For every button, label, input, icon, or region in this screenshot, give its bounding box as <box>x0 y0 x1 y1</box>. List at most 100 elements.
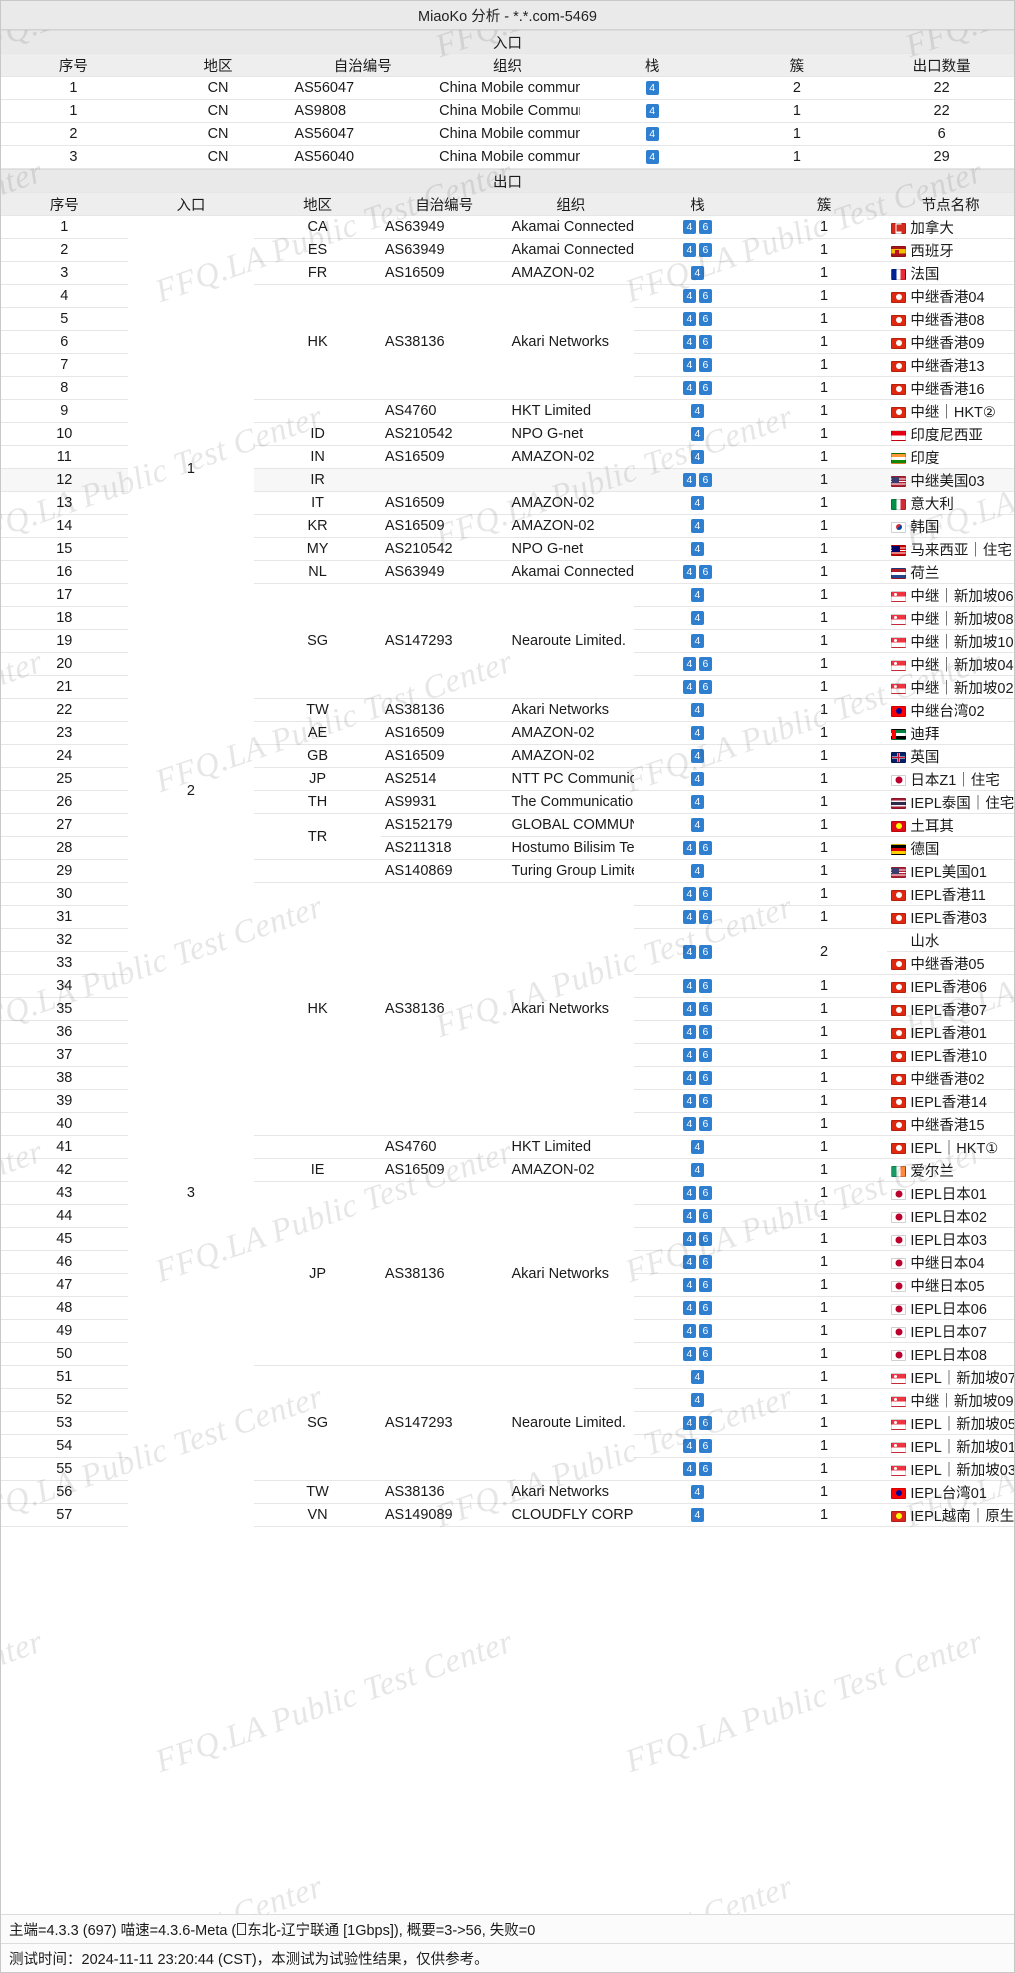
exit-cell-stack: 4 <box>634 767 761 791</box>
entry-col-header-出口数量[interactable]: 出口数量 <box>869 53 1014 77</box>
exit-cell-cluster: 1 <box>760 1181 888 1205</box>
exit-table-row[interactable]: 35 4 6 1 IEPL香港07 <box>1 997 1014 1021</box>
entry-col-header-序号[interactable]: 序号 <box>1 53 146 77</box>
exit-table-row[interactable]: 42 IE AS16509 AMAZON-02 4 1 爱尔兰 <box>1 1158 1014 1182</box>
exit-table-row[interactable]: 38 4 6 1 中继香港02 <box>1 1066 1014 1090</box>
exit-cell-region: ID <box>254 422 381 446</box>
exit-table-row[interactable]: 51 SG AS147293 Nearoute Limited. 4 1 IEPL｜新加坡0… <box>1 1365 1014 1481</box>
exit-table-row[interactable]: 50 4 6 1 IEPL日本08 <box>1 1342 1014 1366</box>
exit-table-row[interactable]: 22 TW AS38136 Akari Networks 4 1 中继台湾02 <box>1 698 1014 722</box>
entry-col-header-地区[interactable]: 地区 <box>145 53 291 77</box>
exit-table-row[interactable]: 23 2 AE AS16509 AMAZON-02 4 1 迪拜 <box>1 721 1014 799</box>
exit-table-row[interactable]: 44 4 6 1 IEPL日本02 <box>1 1204 1014 1228</box>
exit-table-row[interactable]: 33 中继香港05 <box>1 951 1014 975</box>
exit-table-row[interactable]: 36 4 6 1 IEPL香港01 <box>1 1020 1014 1044</box>
exit-table-row[interactable]: 15 MY AS210542 NPO G-net 4 1 马来西亚｜住宅 <box>1 537 1014 561</box>
exit-col-header-序号[interactable]: 序号 <box>1 192 128 216</box>
entry-col-header-自治编号[interactable]: 自治编号 <box>290 53 436 77</box>
exit-table-row[interactable]: 8 4 6 1 中继香港16 <box>1 376 1014 400</box>
exit-table-row[interactable]: 37 4 6 1 IEPL香港10 <box>1 1043 1014 1067</box>
exit-table-row[interactable]: 49 4 6 1 IEPL日本07 <box>1 1319 1014 1343</box>
exit-cell-cluster: 1 <box>760 1296 888 1320</box>
entry-cell-exit-count: 29 <box>869 145 1014 169</box>
entry-cell-asn: AS56047 <box>290 76 436 100</box>
entry-col-header-栈[interactable]: 栈 <box>579 53 725 77</box>
exit-table-row[interactable]: 19 4 1 中继｜新加坡10 <box>1 629 1014 653</box>
stack-badge-ipv6: 6 <box>698 1416 712 1430</box>
exit-cell-stack: 4 <box>634 1135 761 1159</box>
entry-col-header-簇[interactable]: 簇 <box>724 53 870 77</box>
exit-table-row[interactable]: 17 SG AS147293 Nearoute Limited. 4 1 中继｜新加坡06 <box>1 583 1014 699</box>
exit-col-header-节点名称[interactable]: 节点名称 <box>887 192 1014 216</box>
exit-cell-asn: AS16509 <box>380 491 508 515</box>
exit-table-row[interactable]: 12 IR 4 6 1 中继美国03 <box>1 468 1014 492</box>
stack-badge-ipv6: 6 <box>698 565 712 579</box>
entry-cell-region: CN <box>145 99 291 123</box>
exit-col-header-地区[interactable]: 地区 <box>254 192 381 216</box>
exit-table-row[interactable]: 10 ID AS210542 NPO G-net 4 1 印度尼西亚 <box>1 422 1014 446</box>
exit-table-row[interactable]: 46 4 6 1 中继日本04 <box>1 1250 1014 1274</box>
exit-col-header-组织[interactable]: 组织 <box>507 192 635 216</box>
exit-table-row[interactable]: 40 4 6 1 中继香港15 <box>1 1112 1014 1136</box>
exit-cell-node-name: 中继香港16 <box>887 376 1014 400</box>
exit-table-row[interactable]: 54 4 6 1 IEPL｜新加坡01 <box>1 1434 1014 1458</box>
exit-table-row[interactable]: 7 4 6 1 中继香港13 <box>1 353 1014 377</box>
exit-table-row[interactable]: 52 4 1 中继｜新加坡09 <box>1 1388 1014 1412</box>
exit-table-row[interactable]: 3 FR AS16509 AMAZON-02 4 1 法国 <box>1 261 1014 285</box>
exit-table-row[interactable]: 21 4 6 1 中继｜新加坡02 <box>1 675 1014 699</box>
exit-table-row[interactable]: 56 TW AS38136 Akari Networks 4 1 IEPL台湾01 <box>1 1480 1014 1504</box>
exit-col-header-自治编号[interactable]: 自治编号 <box>380 192 508 216</box>
exit-table-row[interactable]: 30 HK AS38136 Akari Networks 4 6 1 IEPL香港11 <box>1 882 1014 1136</box>
exit-col-header-入口[interactable]: 入口 <box>127 192 255 216</box>
exit-table-row[interactable]: 43 JP AS38136 Akari Networks 4 6 1 IEPL日本01 <box>1 1181 1014 1366</box>
entry-col-header-组织[interactable]: 组织 <box>435 53 580 77</box>
stack-badge-ipv4: 4 <box>690 634 704 648</box>
exit-table-row[interactable]: 4 HK AS38136 Akari Networks 4 6 1 中继香港04 <box>1 284 1014 400</box>
exit-table-row[interactable]: 41 AS4760 HKT Limited 4 1 IEPL｜HKT① <box>1 1135 1014 1159</box>
exit-table-row[interactable]: 29 3 AS140869 Turing Group Limited 4 1 IEPL美国0… <box>1 859 1014 1201</box>
entry-cell-org: China Mobile communications corporation <box>435 122 580 146</box>
exit-col-header-簇[interactable]: 簇 <box>760 192 888 216</box>
exit-cell-node-name: IEPL美国01 <box>887 859 1014 883</box>
flag-icon-sg <box>891 1441 907 1453</box>
exit-table-row[interactable]: 34 4 6 1 IEPL香港06 <box>1 974 1014 998</box>
exit-table-row[interactable]: 39 4 6 1 IEPL香港14 <box>1 1089 1014 1113</box>
exit-table-row[interactable]: 13 IT AS16509 AMAZON-02 4 1 意大利 <box>1 491 1014 515</box>
exit-table-row[interactable]: 31 4 6 1 IEPL香港03 <box>1 905 1014 929</box>
exit-table-row[interactable]: 20 4 6 1 中继｜新加坡04 <box>1 652 1014 676</box>
stack-badge-ipv4: 4 <box>682 1002 696 1016</box>
exit-table-row[interactable]: 24 GB AS16509 AMAZON-02 4 1 英国 <box>1 744 1014 768</box>
exit-col-header-栈[interactable]: 栈 <box>634 192 761 216</box>
node-name-label: 意大利 <box>910 496 954 513</box>
exit-table-row[interactable]: 6 4 6 1 中继香港09 <box>1 330 1014 354</box>
exit-table-row[interactable]: 55 4 6 1 IEPL｜新加坡03 <box>1 1457 1014 1481</box>
exit-table-row[interactable]: 32 4 6 2 山水 <box>1 928 1014 975</box>
exit-table-row[interactable]: 53 4 6 1 IEPL｜新加坡05 <box>1 1411 1014 1435</box>
exit-table-row[interactable]: 5 4 6 1 中继香港08 <box>1 307 1014 331</box>
exit-table-row[interactable]: 48 4 6 1 IEPL日本06 <box>1 1296 1014 1320</box>
exit-table-row[interactable]: 18 4 1 中继｜新加坡08 <box>1 606 1014 630</box>
exit-table-row[interactable]: 14 KR AS16509 AMAZON-02 4 1 韩国 <box>1 514 1014 538</box>
exit-cell-no: 36 <box>1 1020 128 1044</box>
exit-table-row[interactable]: 9 AS4760 HKT Limited 4 1 中继｜HKT② <box>1 399 1014 423</box>
exit-table-row[interactable]: 47 4 6 1 中继日本05 <box>1 1273 1014 1297</box>
exit-table-row[interactable]: 45 4 6 1 IEPL日本03 <box>1 1227 1014 1251</box>
exit-cell-asn: AS4760 <box>380 399 508 423</box>
exit-table-row[interactable]: 11 IN AS16509 AMAZON-02 4 1 印度 <box>1 445 1014 469</box>
